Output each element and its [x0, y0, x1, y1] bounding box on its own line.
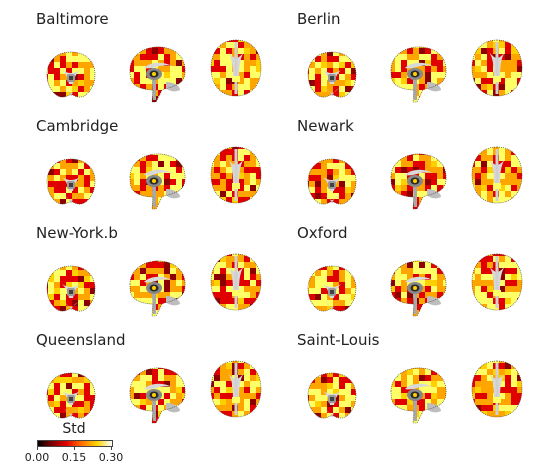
- site-panel: Oxford: [297, 224, 551, 331]
- colorbar-tick-mark: [74, 447, 75, 450]
- sagittal-slice: [122, 363, 190, 429]
- site-panel: Berlin: [297, 10, 551, 117]
- coronal-slice: [42, 151, 100, 215]
- site-title: Baltimore: [36, 10, 109, 28]
- site-panel: New-York.b: [36, 224, 296, 331]
- site-title: Saint-Louis: [297, 331, 380, 349]
- axial-slice: [208, 36, 264, 104]
- site-panel: Baltimore: [36, 10, 296, 117]
- coronal-slice: [42, 44, 100, 108]
- coronal-slice: [303, 151, 361, 215]
- site-title: Berlin: [297, 10, 341, 28]
- site-title: Cambridge: [36, 117, 119, 135]
- colorbar-tick-mark: [37, 447, 38, 450]
- colorbar-tick-max: 0.30: [98, 451, 124, 464]
- axial-slice: [208, 250, 264, 318]
- coronal-slice: [42, 258, 100, 322]
- axial-slice: [469, 357, 525, 425]
- coronal-slice: [303, 365, 361, 429]
- site-title: New-York.b: [36, 224, 118, 242]
- sagittal-slice: [122, 149, 190, 215]
- sagittal-slice: [383, 149, 451, 215]
- axial-slice: [208, 143, 264, 211]
- axial-slice: [469, 36, 525, 104]
- colorbar-tick-mid: 0.15: [61, 451, 87, 464]
- sagittal-slice: [122, 256, 190, 322]
- sagittal-slice: [383, 42, 451, 108]
- coronal-slice: [42, 365, 100, 429]
- site-panel: Newark: [297, 117, 551, 224]
- coronal-slice: [303, 258, 361, 322]
- axial-slice: [469, 250, 525, 318]
- site-title: Queensland: [36, 331, 126, 349]
- colorbar: Std 0.00 0.15 0.30: [25, 421, 124, 471]
- site-title: Oxford: [297, 224, 348, 242]
- site-title: Newark: [297, 117, 354, 135]
- site-panel: Saint-Louis: [297, 331, 551, 438]
- axial-slice: [208, 357, 264, 425]
- colorbar-gradient: [37, 440, 113, 447]
- colorbar-tick-min: 0.00: [24, 451, 50, 464]
- site-panel: Cambridge: [36, 117, 296, 224]
- site-panel: Queensland: [36, 331, 296, 438]
- coronal-slice: [303, 44, 361, 108]
- sagittal-slice: [122, 42, 190, 108]
- sagittal-slice: [383, 256, 451, 322]
- colorbar-tick-mark: [111, 447, 112, 450]
- axial-slice: [469, 143, 525, 211]
- sagittal-slice: [383, 363, 451, 429]
- colorbar-title: Std: [62, 421, 86, 437]
